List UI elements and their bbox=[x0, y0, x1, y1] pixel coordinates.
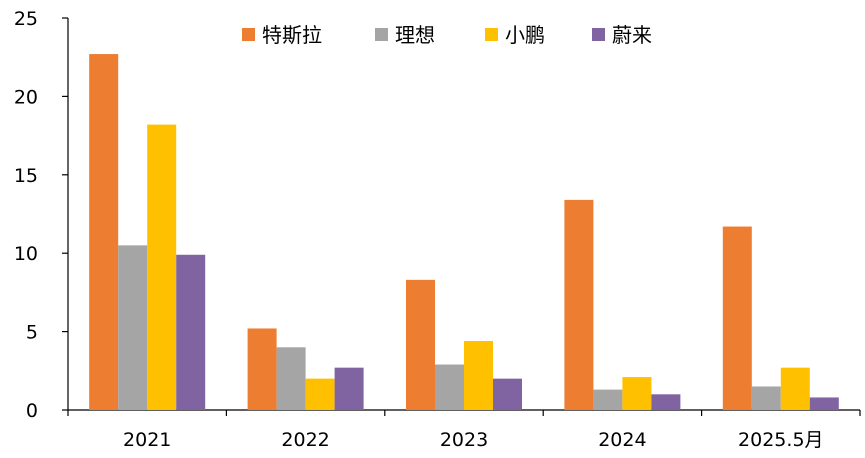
bar-2-2025.5月 bbox=[751, 386, 781, 410]
bar-4-2025.5月 bbox=[809, 397, 839, 410]
x-tick-label: 2023 bbox=[440, 429, 488, 451]
legend: 特斯拉 理想 小鹏 蔚来 bbox=[242, 23, 652, 47]
bar-1-2023 bbox=[406, 279, 435, 410]
bar-1-2022 bbox=[247, 328, 277, 410]
y-tick-label: 0 bbox=[26, 400, 38, 422]
x-tick-label: 2021 bbox=[123, 429, 171, 451]
bar-4-2023 bbox=[493, 378, 522, 410]
legend-label: 理想 bbox=[395, 23, 435, 47]
bar-3-2022 bbox=[305, 378, 335, 410]
bars bbox=[89, 54, 839, 411]
bar-4-2022 bbox=[334, 367, 364, 410]
bar-4-2024 bbox=[651, 394, 681, 410]
bar-3-2023 bbox=[464, 341, 493, 410]
y-axis: 0 5 10 15 20 25 bbox=[14, 8, 69, 422]
y-tick-label: 25 bbox=[14, 8, 38, 30]
legend-swatch bbox=[592, 28, 605, 41]
bar-1-2024 bbox=[564, 199, 594, 410]
bar-1-2021 bbox=[89, 54, 119, 411]
bar-4-2021 bbox=[176, 254, 206, 410]
bar-3-2024 bbox=[622, 377, 652, 410]
bar-2-2024 bbox=[593, 389, 623, 410]
x-tick-label: 2024 bbox=[598, 429, 646, 451]
bar-2-2023 bbox=[435, 364, 464, 410]
bar-3-2021 bbox=[147, 124, 177, 411]
x-tick-label: 2022 bbox=[281, 429, 329, 451]
legend-label: 特斯拉 bbox=[262, 23, 322, 47]
bar-2-2021 bbox=[118, 245, 148, 410]
y-tick-label: 10 bbox=[14, 243, 38, 265]
bar-3-2025.5月 bbox=[780, 367, 810, 410]
bar-1-2025.5月 bbox=[722, 226, 752, 410]
legend-swatch bbox=[242, 28, 255, 41]
y-tick-label: 20 bbox=[14, 86, 38, 108]
legend-swatch bbox=[375, 28, 388, 41]
x-axis: 2021 2022 2023 2024 2025.5月 bbox=[67, 409, 861, 451]
x-tick-label: 2025.5月 bbox=[738, 429, 823, 451]
y-tick-label: 15 bbox=[14, 165, 38, 187]
legend-swatch bbox=[485, 28, 498, 41]
legend-label: 蔚来 bbox=[612, 23, 652, 47]
y-tick-label: 5 bbox=[26, 322, 38, 344]
bar-2-2022 bbox=[276, 347, 306, 410]
legend-label: 小鹏 bbox=[505, 23, 545, 47]
